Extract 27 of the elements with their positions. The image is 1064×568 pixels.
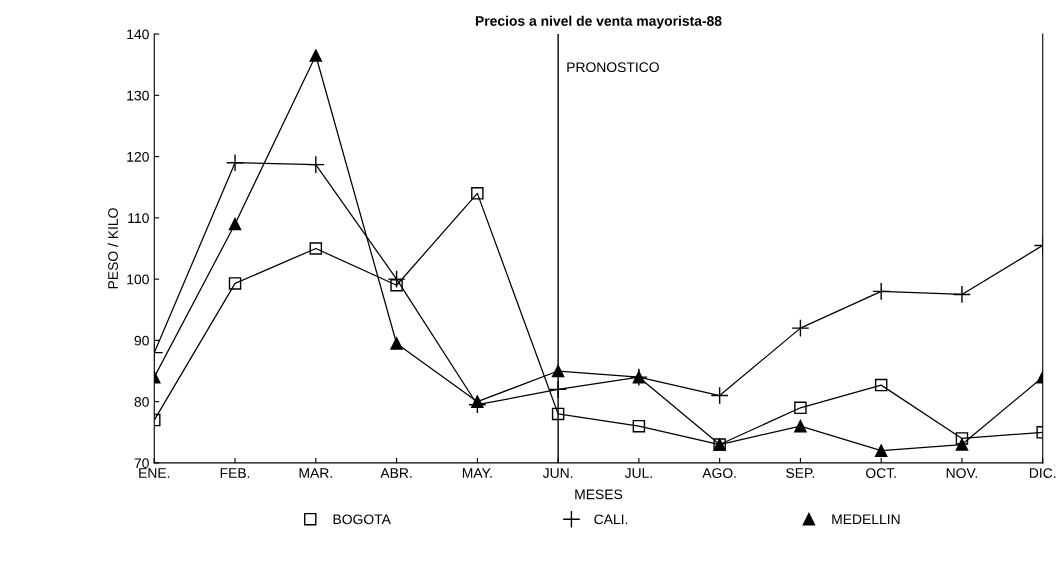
- x-tick-label: DIC.: [1029, 468, 1056, 478]
- x-axis-title: MESES: [575, 489, 623, 500]
- y-tick-label: 90: [134, 335, 149, 346]
- legend-label: CALI.: [594, 514, 628, 525]
- y-axis-title: PESO / KILO: [107, 208, 118, 289]
- x-tick-label: MAR.: [299, 468, 332, 478]
- legend-label: MEDELLIN: [832, 514, 900, 525]
- y-tick-label: 120: [127, 151, 149, 162]
- chart-title: Precios a nivel de venta mayorista-88: [475, 15, 722, 29]
- x-tick-label: ABR.: [380, 468, 412, 478]
- x-tick-label: JUN.: [542, 468, 573, 478]
- x-tick-label: AGO.: [702, 468, 736, 478]
- ref-line-label: PRONOSTICO: [567, 62, 659, 73]
- y-tick-label: 80: [134, 396, 149, 407]
- x-tick-label: SEP.: [786, 468, 815, 478]
- y-tick-label: 70: [134, 458, 149, 469]
- x-tick-label: FEB.: [220, 468, 250, 478]
- y-tick-label: 140: [127, 29, 149, 40]
- y-tick-label: 130: [127, 90, 149, 101]
- x-tick-label: JUL.: [624, 468, 652, 478]
- x-tick-label: MAY.: [462, 468, 492, 478]
- x-tick-label: ENE.: [139, 468, 170, 478]
- y-tick-label: 110: [128, 213, 149, 224]
- x-tick-label: NOV.: [946, 468, 978, 478]
- y-tick-label: 100: [127, 274, 149, 285]
- legend-label: BOGOTA: [333, 514, 391, 525]
- x-tick-label: OCT.: [866, 468, 896, 478]
